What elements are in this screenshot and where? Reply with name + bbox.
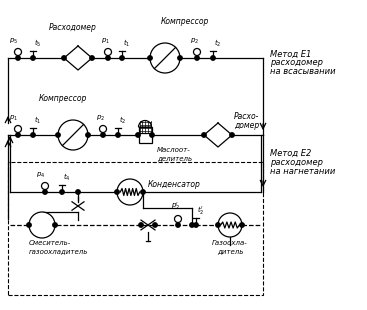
Circle shape (16, 56, 20, 60)
Text: $t_1$: $t_1$ (34, 115, 41, 126)
Circle shape (176, 223, 180, 227)
Circle shape (56, 133, 60, 137)
Circle shape (194, 223, 198, 227)
Circle shape (190, 223, 194, 227)
Text: $p_2$: $p_2$ (190, 37, 200, 46)
Text: $p_1$: $p_1$ (101, 37, 110, 46)
Circle shape (178, 56, 182, 60)
Text: $p_5$: $p_5$ (10, 37, 19, 46)
Text: на нагнетании: на нагнетании (270, 167, 335, 176)
Text: $t_2$: $t_2$ (119, 115, 126, 126)
Circle shape (193, 48, 200, 55)
Circle shape (148, 56, 152, 60)
Text: Компрессор: Компрессор (161, 17, 209, 26)
Circle shape (101, 133, 105, 137)
Circle shape (120, 56, 124, 60)
Circle shape (139, 223, 143, 227)
Text: Компрессор: Компрессор (39, 94, 87, 103)
Text: $p_4$: $p_4$ (36, 171, 46, 180)
Text: Метод E2: Метод E2 (270, 149, 311, 158)
Circle shape (218, 213, 242, 237)
Circle shape (16, 133, 20, 137)
Circle shape (174, 215, 182, 223)
Text: $t_5$: $t_5$ (34, 38, 41, 49)
Circle shape (15, 48, 22, 55)
Circle shape (76, 190, 80, 194)
Text: $p_{2}'$: $p_{2}'$ (171, 201, 181, 213)
Circle shape (53, 223, 57, 227)
Bar (138, 127, 152, 143)
Circle shape (230, 133, 234, 137)
Circle shape (240, 223, 244, 227)
Circle shape (211, 56, 215, 60)
Circle shape (150, 133, 154, 137)
Text: $t_4$: $t_4$ (63, 172, 70, 183)
Circle shape (43, 190, 47, 194)
Circle shape (62, 56, 66, 60)
Wedge shape (138, 121, 152, 127)
Circle shape (29, 212, 55, 238)
Text: дитель: дитель (217, 248, 243, 254)
Text: расходомер: расходомер (270, 158, 323, 167)
Circle shape (136, 133, 140, 137)
Circle shape (141, 190, 145, 194)
Text: домер: домер (234, 121, 259, 130)
Circle shape (99, 126, 106, 132)
Circle shape (195, 56, 199, 60)
Circle shape (116, 133, 120, 137)
Circle shape (117, 179, 143, 205)
Circle shape (150, 43, 180, 73)
Text: $t_2$: $t_2$ (214, 38, 221, 49)
Circle shape (60, 190, 64, 194)
Text: Метод E1: Метод E1 (270, 50, 311, 59)
Circle shape (105, 48, 112, 55)
Text: Расхо-: Расхо- (234, 112, 259, 121)
Text: Газоохла-: Газоохла- (212, 240, 248, 246)
Text: $p_2$: $p_2$ (97, 114, 106, 123)
Text: на всасывании: на всасывании (270, 67, 336, 76)
Text: $t_{2}'$: $t_{2}'$ (197, 204, 204, 216)
Circle shape (31, 133, 35, 137)
Text: Конденсатор: Конденсатор (148, 180, 201, 189)
Circle shape (31, 56, 35, 60)
Text: Расходомер: Расходомер (49, 23, 97, 32)
Circle shape (202, 133, 206, 137)
Circle shape (106, 56, 110, 60)
Circle shape (41, 183, 48, 189)
Text: Смеситель-: Смеситель- (29, 240, 71, 246)
Text: $p_1$: $p_1$ (10, 114, 19, 123)
Text: газоохладитель: газоохладитель (29, 248, 88, 254)
Circle shape (86, 133, 90, 137)
Circle shape (27, 223, 31, 227)
Text: делитель: делитель (157, 155, 192, 161)
Polygon shape (204, 123, 232, 147)
Polygon shape (64, 46, 92, 70)
Circle shape (58, 120, 88, 150)
Text: $t_1$: $t_1$ (123, 38, 130, 49)
Text: расходомер: расходомер (270, 58, 323, 67)
Circle shape (216, 223, 220, 227)
Circle shape (90, 56, 94, 60)
Circle shape (15, 126, 22, 132)
Text: Маслоот-: Маслоот- (157, 147, 191, 153)
Circle shape (153, 223, 157, 227)
Circle shape (115, 190, 119, 194)
